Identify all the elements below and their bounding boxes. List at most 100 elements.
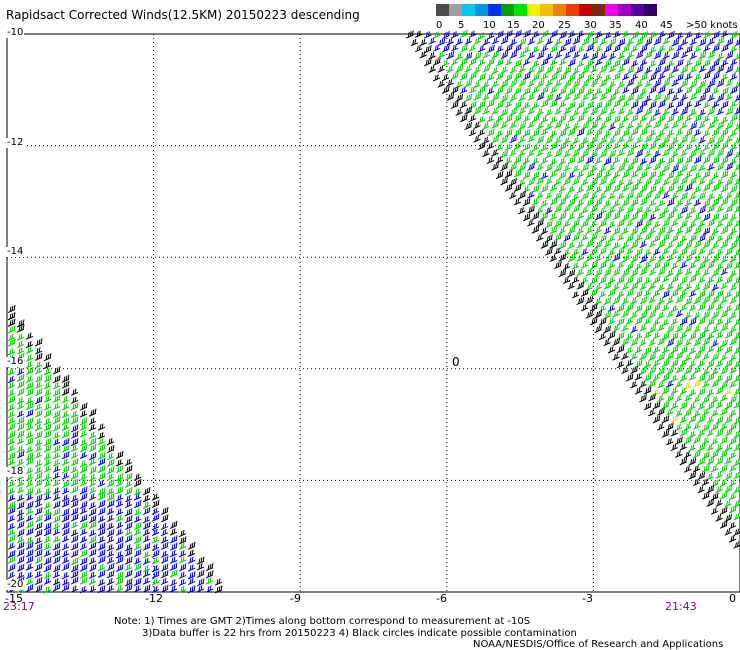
wind-barb bbox=[662, 260, 670, 269]
wind-barb bbox=[711, 115, 720, 124]
wind-barb bbox=[16, 402, 25, 410]
wind-barb bbox=[7, 430, 16, 439]
wind-barb bbox=[634, 276, 643, 285]
wind-barb bbox=[671, 177, 679, 186]
wind-barb bbox=[648, 155, 657, 165]
wind-barb bbox=[97, 522, 106, 531]
wind-barb bbox=[604, 31, 612, 40]
wind-barb bbox=[576, 254, 584, 262]
wind-barb bbox=[729, 436, 737, 445]
wind-barb bbox=[491, 107, 499, 115]
wind-barb bbox=[648, 379, 656, 388]
wind-barb bbox=[715, 416, 724, 425]
wind-barb bbox=[698, 38, 707, 47]
wind-barb bbox=[706, 317, 715, 326]
wind-barb bbox=[491, 80, 499, 88]
wind-barb bbox=[626, 178, 634, 186]
wind-barb bbox=[43, 493, 52, 501]
wind-barb bbox=[617, 135, 625, 144]
wind-barb bbox=[702, 183, 711, 192]
wind-barb bbox=[43, 361, 52, 369]
wind-barb bbox=[25, 457, 34, 466]
legend-label: 45 bbox=[660, 20, 673, 31]
wind-barb bbox=[536, 51, 545, 60]
wind-barb bbox=[635, 50, 644, 59]
wind-barb bbox=[594, 171, 603, 180]
wind-barb bbox=[729, 451, 737, 459]
wind-barb bbox=[707, 233, 715, 242]
wind-barb bbox=[649, 46, 657, 54]
wind-barb bbox=[666, 254, 674, 262]
wind-barb bbox=[7, 368, 16, 376]
wind-barb bbox=[16, 347, 25, 355]
wind-barb bbox=[178, 556, 187, 564]
wind-barb bbox=[621, 283, 629, 291]
wind-barb bbox=[7, 403, 16, 412]
wind-barb bbox=[733, 401, 740, 409]
wind-barb bbox=[688, 389, 697, 397]
wind-barb bbox=[88, 408, 97, 417]
wind-barb bbox=[661, 415, 670, 424]
wind-barb bbox=[607, 346, 616, 354]
wind-barb bbox=[133, 569, 142, 579]
wind-barb bbox=[711, 156, 720, 165]
wind-barb bbox=[88, 458, 97, 466]
wind-barb bbox=[689, 38, 697, 46]
wind-barb bbox=[160, 584, 169, 593]
wind-barb bbox=[694, 58, 702, 67]
wind-barb bbox=[657, 423, 665, 431]
wind-barb bbox=[504, 183, 513, 192]
wind-barb bbox=[648, 282, 656, 290]
wind-barb bbox=[675, 283, 683, 291]
wind-barb bbox=[630, 142, 639, 150]
wind-barb bbox=[446, 92, 455, 101]
wind-barb bbox=[653, 65, 662, 75]
wind-barb bbox=[16, 479, 25, 487]
legend-label: >50 knots bbox=[686, 20, 738, 31]
wind-barb bbox=[61, 472, 70, 480]
wind-barb bbox=[106, 584, 115, 593]
wind-barb bbox=[675, 156, 684, 165]
wind-barb bbox=[693, 409, 701, 418]
wind-barb bbox=[491, 135, 500, 144]
wind-barb bbox=[697, 316, 706, 325]
wind-barb bbox=[653, 261, 661, 270]
wind-barb bbox=[706, 345, 715, 353]
wind-barb bbox=[7, 444, 16, 452]
wind-barb bbox=[531, 184, 540, 193]
wind-barb bbox=[52, 493, 61, 501]
wind-barb bbox=[115, 464, 124, 474]
wind-barb bbox=[721, 30, 729, 38]
wind-barb bbox=[52, 549, 61, 558]
wind-barb bbox=[702, 226, 711, 236]
wind-barb bbox=[728, 479, 737, 487]
wind-barb bbox=[671, 164, 679, 173]
wind-barb bbox=[724, 415, 733, 424]
wind-barb bbox=[657, 394, 665, 402]
wind-barb bbox=[460, 44, 468, 53]
wind-barb bbox=[724, 513, 733, 523]
wind-barb bbox=[70, 410, 79, 419]
wind-barb bbox=[97, 515, 106, 523]
wind-barb bbox=[16, 514, 25, 522]
wind-barb bbox=[671, 79, 679, 87]
wind-barb bbox=[702, 464, 710, 473]
wind-barb bbox=[115, 551, 124, 559]
wind-barb bbox=[715, 428, 724, 437]
wind-barb bbox=[608, 93, 617, 102]
wind-barb bbox=[495, 100, 504, 110]
wind-barb bbox=[639, 127, 648, 136]
wind-barb bbox=[590, 246, 598, 256]
wind-barb bbox=[720, 422, 728, 431]
wind-barb bbox=[697, 429, 705, 437]
wind-barb bbox=[608, 80, 616, 88]
wind-barb bbox=[43, 418, 52, 426]
wind-barb bbox=[527, 93, 535, 101]
wind-barb bbox=[675, 436, 683, 445]
wind-barb bbox=[115, 500, 124, 508]
wind-barb bbox=[88, 424, 97, 432]
wind-barb bbox=[531, 212, 540, 221]
wind-barb bbox=[585, 183, 594, 192]
wind-barb bbox=[504, 157, 513, 165]
wind-barb bbox=[643, 373, 652, 382]
